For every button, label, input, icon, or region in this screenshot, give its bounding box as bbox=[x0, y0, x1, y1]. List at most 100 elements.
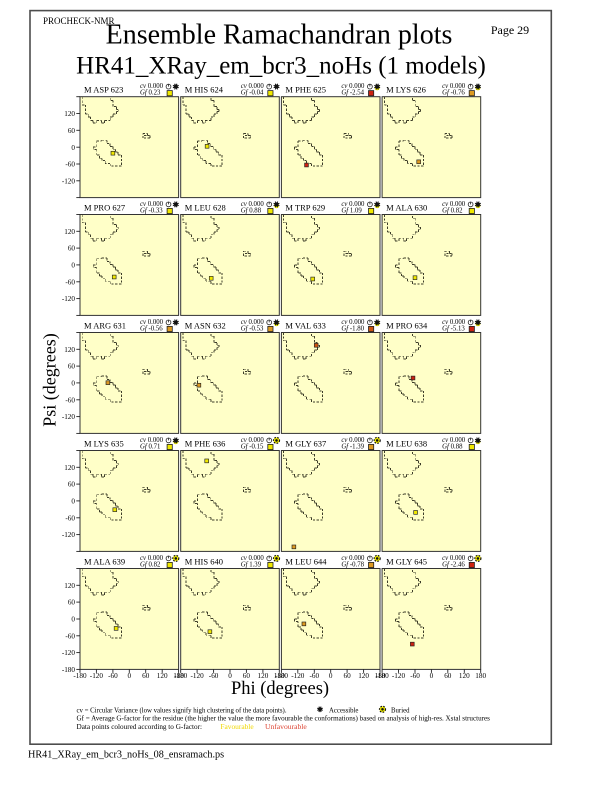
svg-text:-60: -60 bbox=[65, 632, 75, 640]
svg-text:180: 180 bbox=[375, 672, 386, 680]
svg-text:Page 29: Page 29 bbox=[491, 23, 529, 37]
svg-text:cv 0.000: cv 0.000 bbox=[442, 555, 466, 562]
svg-text:Gf 1.09: Gf 1.09 bbox=[341, 207, 362, 214]
svg-text:Gf -2.54: Gf -2.54 bbox=[341, 90, 364, 97]
svg-text:-60: -60 bbox=[65, 396, 75, 404]
svg-text:-120: -120 bbox=[62, 531, 76, 539]
svg-text:M GLY 637: M GLY 637 bbox=[285, 438, 326, 448]
svg-text:M ARG 631: M ARG 631 bbox=[84, 320, 126, 330]
svg-text:60: 60 bbox=[444, 672, 452, 680]
svg-text:cv 0.000: cv 0.000 bbox=[241, 555, 265, 562]
svg-text:120: 120 bbox=[459, 672, 470, 680]
svg-text:Gf 0.71: Gf 0.71 bbox=[140, 443, 160, 450]
svg-text:60: 60 bbox=[344, 672, 352, 680]
svg-text:Gf 0.88: Gf 0.88 bbox=[241, 207, 262, 214]
svg-text:Data points coloured according: Data points coloured according to G-fact… bbox=[77, 723, 203, 731]
svg-text:-120: -120 bbox=[392, 672, 406, 680]
svg-text:M ALA 630: M ALA 630 bbox=[386, 202, 427, 212]
svg-text:cv 0.000: cv 0.000 bbox=[442, 83, 466, 90]
svg-text:Gf -0.04: Gf -0.04 bbox=[241, 90, 264, 97]
svg-text:cv 0.000: cv 0.000 bbox=[241, 83, 265, 90]
svg-text:120: 120 bbox=[358, 672, 369, 680]
svg-text:120: 120 bbox=[157, 672, 168, 680]
svg-text:Gf 0.82: Gf 0.82 bbox=[140, 561, 161, 568]
svg-text:cv 0.000: cv 0.000 bbox=[140, 555, 164, 562]
svg-text:-120: -120 bbox=[62, 177, 76, 185]
svg-text:PROCHECK-NMR: PROCHECK-NMR bbox=[43, 16, 115, 26]
svg-text:Accessible: Accessible bbox=[329, 707, 358, 714]
svg-text:M PHE 625: M PHE 625 bbox=[285, 85, 326, 95]
svg-text:cv 0.000: cv 0.000 bbox=[341, 319, 365, 326]
svg-text:cv 0.000: cv 0.000 bbox=[140, 201, 164, 208]
svg-text:0: 0 bbox=[71, 380, 75, 388]
svg-text:Gf -5.13: Gf -5.13 bbox=[442, 325, 465, 332]
svg-text:cv 0.000: cv 0.000 bbox=[241, 201, 265, 208]
svg-text:180: 180 bbox=[173, 672, 184, 680]
svg-text:cv 0.000: cv 0.000 bbox=[341, 555, 365, 562]
svg-text:cv 0.000: cv 0.000 bbox=[241, 437, 265, 444]
svg-text:Gf -0.33: Gf -0.33 bbox=[140, 207, 163, 214]
svg-text:120: 120 bbox=[64, 346, 75, 354]
svg-text:60: 60 bbox=[68, 245, 76, 253]
svg-text:cv 0.000: cv 0.000 bbox=[442, 201, 466, 208]
svg-text:Gf -2.46: Gf -2.46 bbox=[442, 561, 465, 568]
svg-text:-120: -120 bbox=[90, 672, 104, 680]
svg-text:-60: -60 bbox=[65, 278, 75, 286]
svg-text:cv 0.000: cv 0.000 bbox=[341, 437, 365, 444]
svg-text:-180: -180 bbox=[73, 672, 87, 680]
svg-text:0: 0 bbox=[430, 672, 434, 680]
svg-text:Gf 0.23: Gf 0.23 bbox=[140, 90, 161, 97]
svg-text:M LEU 644: M LEU 644 bbox=[285, 556, 327, 566]
svg-text:60: 60 bbox=[142, 672, 150, 680]
svg-text:Gf -0.76: Gf -0.76 bbox=[442, 90, 465, 97]
svg-text:cv 0.000: cv 0.000 bbox=[442, 319, 466, 326]
svg-text:-120: -120 bbox=[291, 672, 305, 680]
svg-text:60: 60 bbox=[68, 599, 76, 607]
svg-text:M PHE 636: M PHE 636 bbox=[185, 438, 226, 448]
svg-text:M LYS 626: M LYS 626 bbox=[386, 85, 426, 95]
svg-text:Buried: Buried bbox=[391, 707, 410, 714]
svg-text:60: 60 bbox=[68, 481, 76, 489]
svg-text:-60: -60 bbox=[410, 672, 420, 680]
svg-text:-60: -60 bbox=[65, 161, 75, 169]
svg-text:M LEU 638: M LEU 638 bbox=[386, 438, 427, 448]
svg-text:120: 120 bbox=[64, 582, 75, 590]
svg-text:Psi (degrees): Psi (degrees) bbox=[40, 333, 61, 426]
svg-text:-60: -60 bbox=[310, 672, 320, 680]
svg-text:-120: -120 bbox=[191, 672, 205, 680]
svg-text:120: 120 bbox=[258, 672, 269, 680]
svg-text:-60: -60 bbox=[65, 514, 75, 522]
svg-text:Gf 0.82: Gf 0.82 bbox=[442, 207, 463, 214]
svg-text:-60: -60 bbox=[209, 672, 219, 680]
svg-text:-180: -180 bbox=[275, 672, 289, 680]
svg-text:120: 120 bbox=[64, 110, 75, 118]
svg-text:Gf 1.39: Gf 1.39 bbox=[241, 561, 262, 568]
svg-text:-180: -180 bbox=[62, 666, 76, 674]
svg-text:Ensemble Ramachandran plots: Ensemble Ramachandran plots bbox=[106, 20, 453, 51]
svg-text:M TRP 629: M TRP 629 bbox=[285, 202, 325, 212]
svg-text:0: 0 bbox=[71, 144, 75, 152]
svg-text:cv = Circular Variance (low va: cv = Circular Variance (low values signi… bbox=[77, 707, 287, 714]
svg-text:0: 0 bbox=[71, 498, 75, 506]
svg-text:-120: -120 bbox=[62, 295, 76, 303]
svg-text:cv 0.000: cv 0.000 bbox=[140, 319, 164, 326]
svg-text:0: 0 bbox=[228, 672, 232, 680]
svg-text:M PRO 627: M PRO 627 bbox=[84, 202, 125, 212]
svg-text:Gf -0.78: Gf -0.78 bbox=[341, 561, 364, 568]
svg-text:M GLY 645: M GLY 645 bbox=[386, 556, 427, 566]
svg-text:Favourable: Favourable bbox=[220, 722, 254, 731]
svg-text:0: 0 bbox=[71, 262, 75, 270]
svg-text:M ASN 632: M ASN 632 bbox=[185, 320, 226, 330]
svg-text:0: 0 bbox=[329, 672, 333, 680]
svg-text:Phi (degrees): Phi (degrees) bbox=[231, 679, 329, 699]
svg-text:Unfavourable: Unfavourable bbox=[265, 722, 307, 731]
svg-text:cv 0.000: cv 0.000 bbox=[140, 83, 164, 90]
svg-text:-60: -60 bbox=[108, 672, 118, 680]
svg-text:60: 60 bbox=[68, 127, 76, 135]
svg-text:M HIS 640: M HIS 640 bbox=[185, 556, 223, 566]
svg-text:0: 0 bbox=[71, 616, 75, 624]
svg-text:Gf -0.15: Gf -0.15 bbox=[241, 443, 264, 450]
svg-text:0: 0 bbox=[128, 672, 132, 680]
svg-text:M ASP 623: M ASP 623 bbox=[84, 85, 123, 95]
svg-text:M LEU 628: M LEU 628 bbox=[185, 202, 226, 212]
